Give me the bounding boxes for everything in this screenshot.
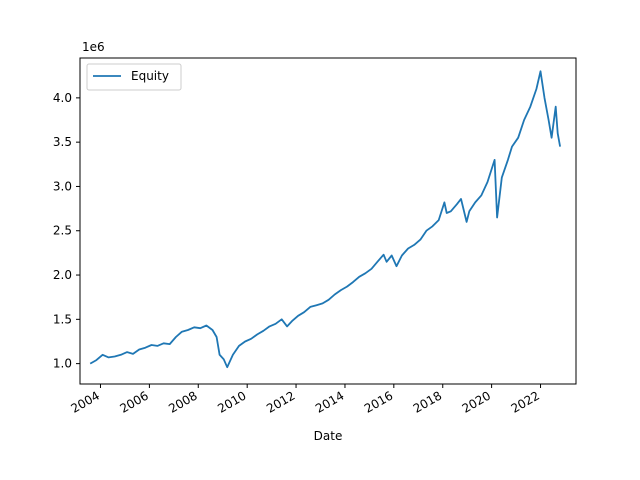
- x-axis-title: Date: [314, 429, 343, 443]
- legend-label-equity: Equity: [131, 69, 169, 83]
- y-axis: 1.0 1.5 2.0 2.5 3.0 3.5 4.0: [53, 91, 80, 371]
- y-offset-label: 1e6: [82, 40, 105, 54]
- y-tick-label-2.5: 2.5: [53, 224, 72, 238]
- series-line-equity: [89, 70, 561, 369]
- plot-area: [80, 58, 576, 384]
- y-tick-label-4.0: 4.0: [53, 91, 72, 105]
- y-tick-label-2.0: 2.0: [53, 268, 72, 282]
- series-layer: [89, 70, 561, 369]
- y-tick-label-3.5: 3.5: [53, 135, 72, 149]
- y-tick-label-1.5: 1.5: [53, 312, 72, 326]
- legend-box: [86, 63, 182, 91]
- plot-frame: [79, 57, 577, 385]
- y-tick-label-3.0: 3.0: [53, 179, 72, 193]
- y-tick-label-1.0: 1.0: [53, 357, 72, 371]
- legend: Equity: [86, 63, 182, 91]
